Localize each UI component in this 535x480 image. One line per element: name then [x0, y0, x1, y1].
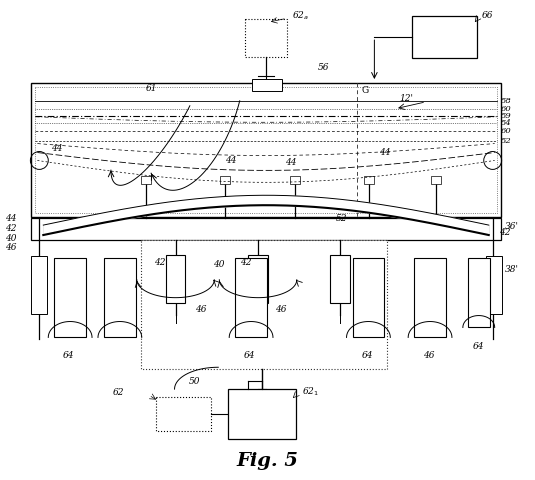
Text: 40: 40: [213, 260, 225, 269]
Text: 60: 60: [501, 127, 511, 134]
Text: 62$_a$: 62$_a$: [292, 9, 309, 22]
Text: 62$_1$: 62$_1$: [302, 386, 319, 398]
Text: 42: 42: [240, 258, 251, 267]
Text: 44: 44: [379, 148, 391, 157]
Text: 44: 44: [225, 156, 237, 165]
Text: 61: 61: [146, 84, 157, 94]
Text: 64: 64: [473, 342, 484, 351]
Bar: [414, 258, 446, 337]
Text: 54: 54: [501, 119, 511, 127]
Text: 58: 58: [501, 97, 511, 105]
Text: 50: 50: [188, 377, 200, 385]
Bar: [290, 176, 300, 184]
Bar: [156, 397, 211, 431]
Text: 60: 60: [501, 105, 511, 113]
Bar: [220, 176, 230, 184]
Text: 42: 42: [499, 228, 510, 237]
Bar: [32, 218, 501, 240]
Bar: [248, 255, 268, 302]
Text: 40: 40: [5, 233, 17, 242]
Bar: [245, 19, 287, 57]
Text: 36': 36': [505, 222, 518, 230]
Bar: [431, 176, 441, 184]
Text: 52: 52: [335, 214, 347, 223]
Bar: [468, 258, 490, 327]
Text: 46: 46: [423, 351, 434, 360]
Text: 38': 38': [505, 265, 518, 275]
Bar: [104, 258, 136, 337]
Text: Fig. 5: Fig. 5: [236, 452, 298, 470]
Bar: [330, 255, 349, 302]
Text: 44: 44: [5, 214, 17, 223]
Text: 44: 44: [51, 144, 63, 153]
Bar: [141, 240, 387, 369]
Bar: [364, 176, 374, 184]
Bar: [353, 258, 384, 337]
Text: 46: 46: [275, 305, 286, 314]
Text: 46: 46: [5, 243, 17, 252]
Text: 12': 12': [399, 95, 413, 103]
Bar: [252, 79, 282, 91]
Bar: [141, 176, 151, 184]
Bar: [54, 258, 86, 337]
Text: 66: 66: [482, 11, 493, 20]
Text: 64: 64: [244, 351, 256, 360]
Text: 59: 59: [501, 112, 511, 120]
Bar: [166, 255, 186, 302]
Bar: [35, 87, 496, 213]
Bar: [486, 256, 502, 313]
Text: 64: 64: [362, 351, 373, 360]
Text: 46: 46: [195, 305, 207, 314]
Text: 44: 44: [285, 158, 296, 167]
Text: 64: 64: [63, 351, 75, 360]
Text: G: G: [362, 86, 369, 96]
Bar: [228, 389, 296, 439]
Bar: [32, 83, 501, 217]
Text: 52: 52: [501, 137, 511, 144]
Bar: [32, 256, 47, 313]
Text: 62: 62: [113, 388, 125, 396]
Text: 42: 42: [154, 258, 165, 267]
Bar: [235, 258, 267, 337]
Bar: [412, 16, 477, 58]
Text: 42: 42: [5, 224, 17, 233]
Text: 56: 56: [318, 62, 329, 72]
